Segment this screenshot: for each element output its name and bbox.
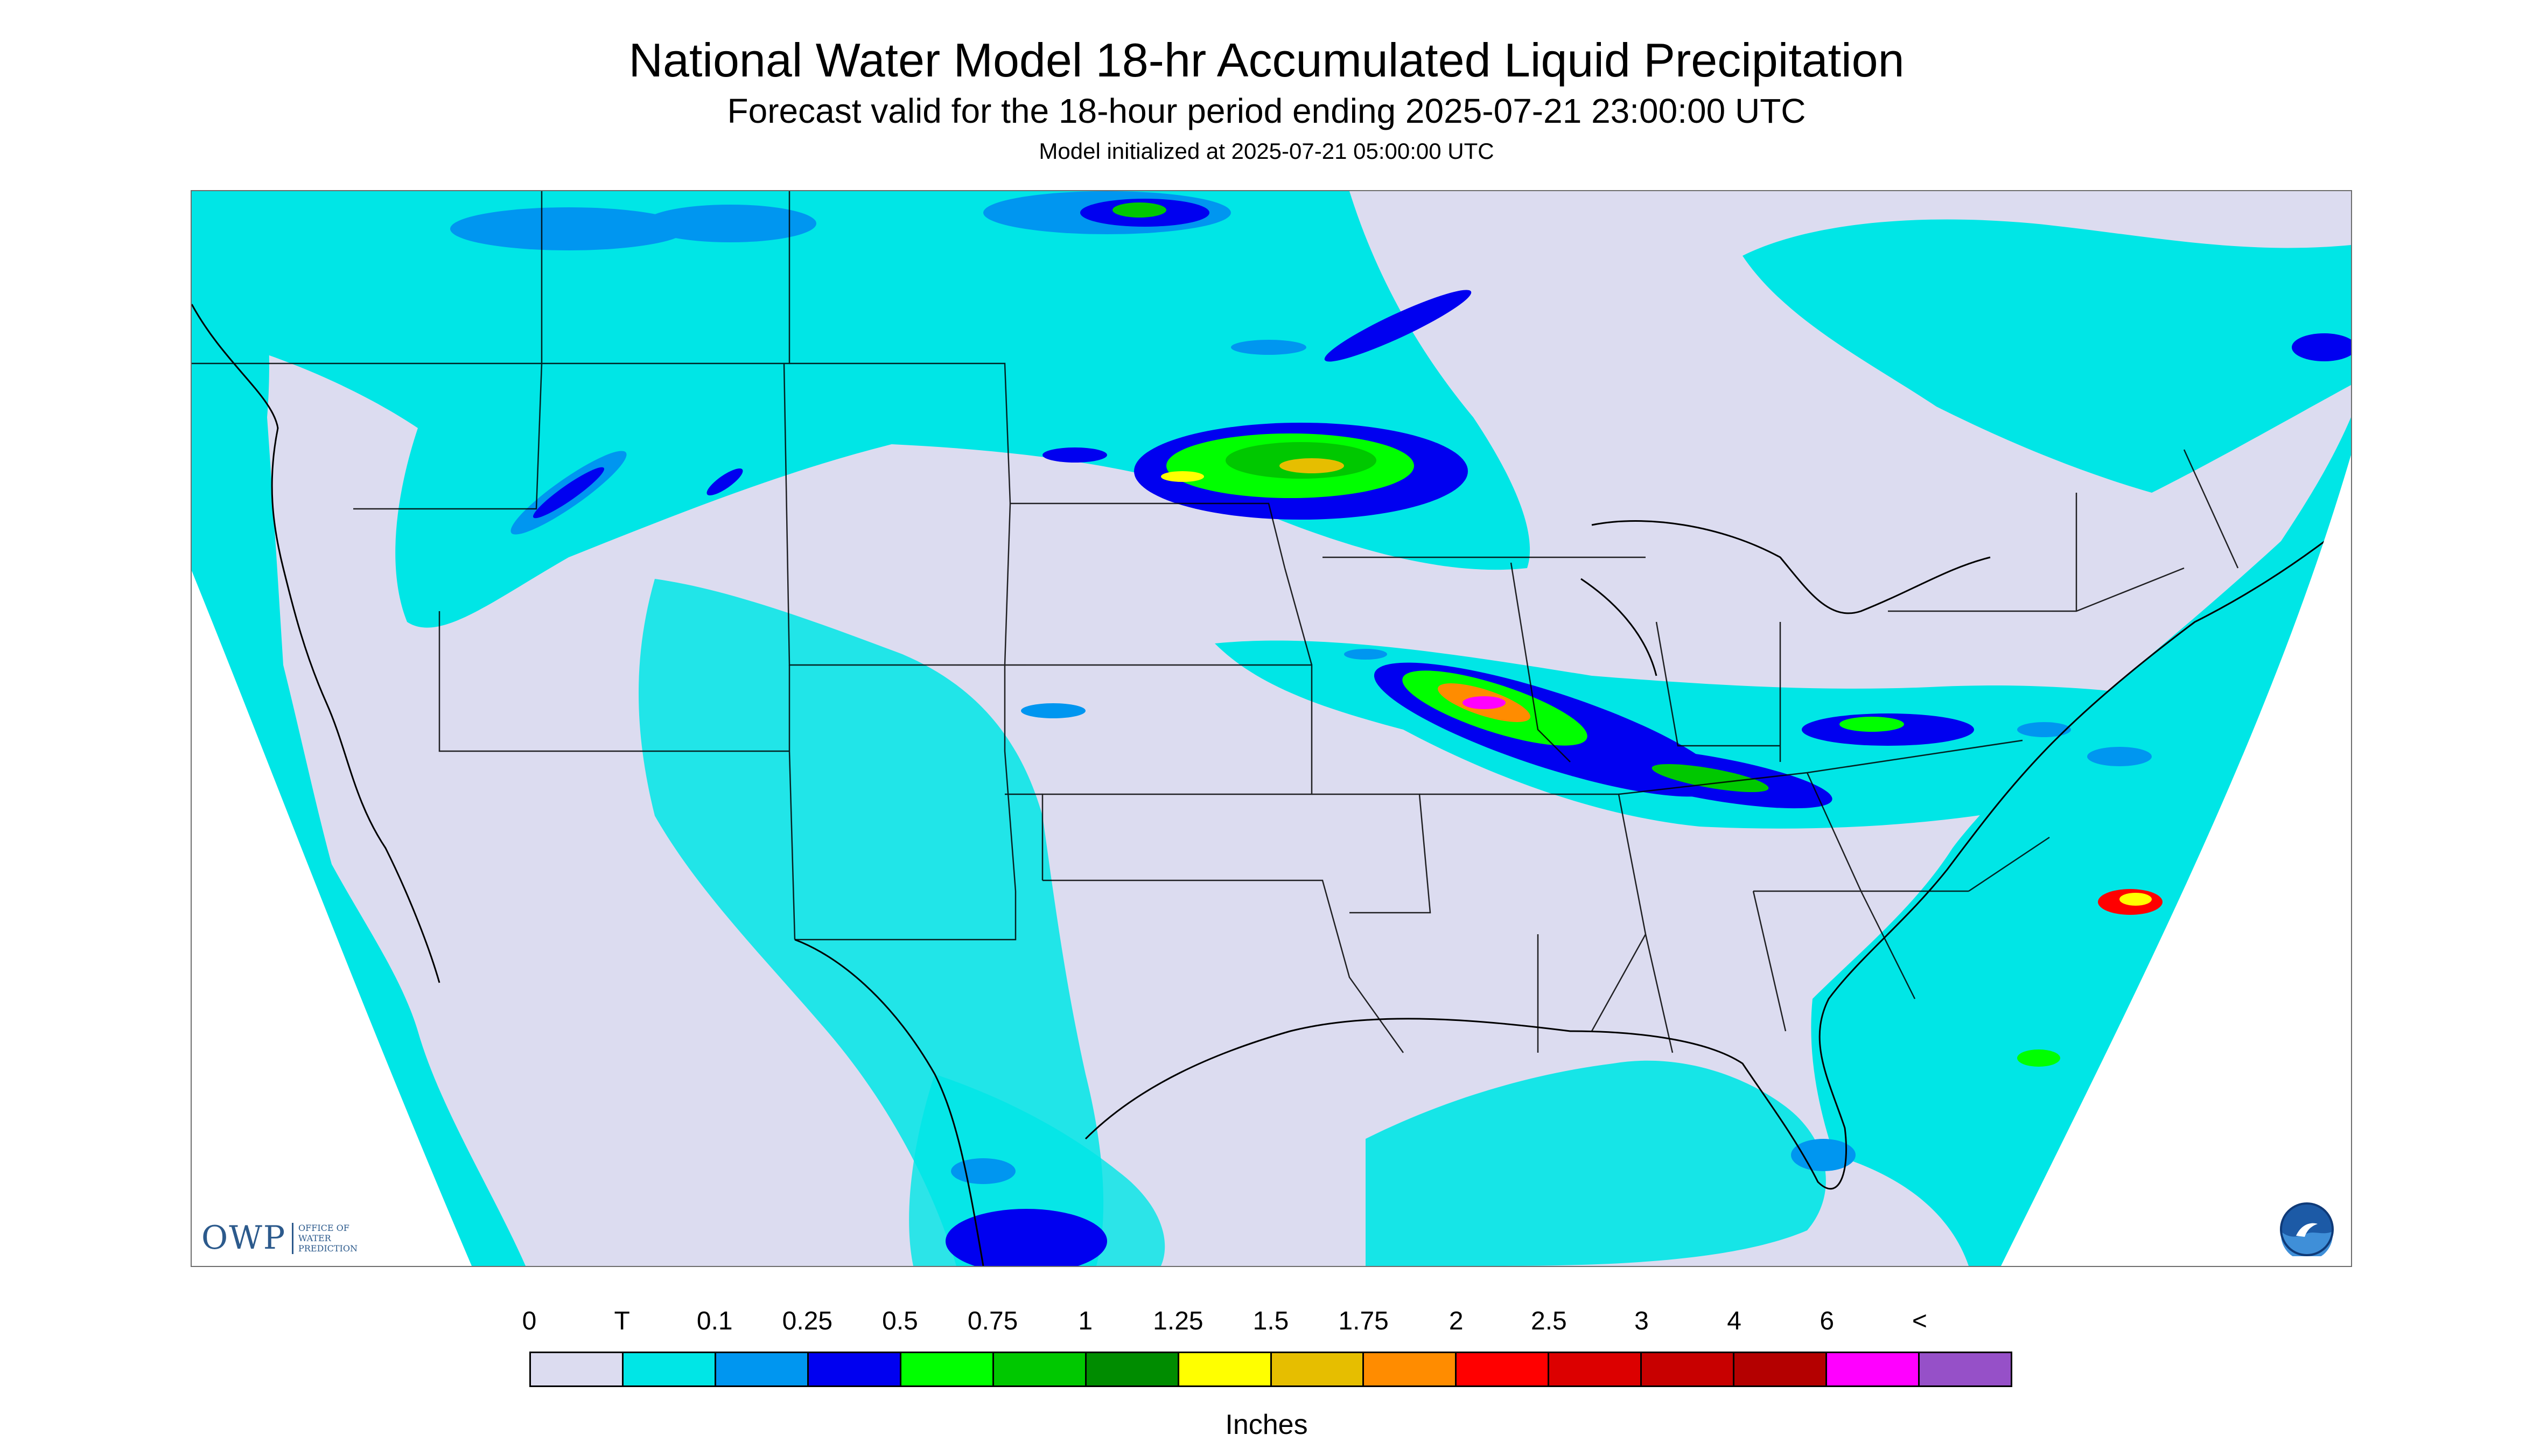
legend-swatch [1734, 1353, 1828, 1385]
legend-tick-label: 0 [522, 1307, 537, 1335]
precipitation-map: OWP Office of Water Prediction [191, 190, 2352, 1267]
canada-east-trace [1743, 219, 2351, 493]
legend-tick-label: < [1912, 1307, 1927, 1335]
legend-swatch [993, 1353, 1087, 1385]
ohio-valley-heavy-band [1374, 662, 2163, 1067]
legend-tick-label: 2 [1449, 1307, 1464, 1335]
legend-tick-labels: 0 T 0.1 0.25 0.5 0.75 1 1.25 1.5 1.75 2 2.5 3 4 6 < [0, 1305, 2533, 1343]
map-subtitle: Forecast valid for the 18-hour period en… [727, 92, 1806, 130]
owp-logo-text: Office of Water Prediction [298, 1223, 358, 1254]
precipitation-map-canvas [192, 191, 2351, 1266]
legend-swatch [1271, 1353, 1365, 1385]
state-boundaries [192, 191, 2239, 1053]
map-title: National Water Model 18-hr Accumulated L… [628, 33, 1905, 87]
legend-tick-label: 0.1 [696, 1307, 733, 1335]
northern-plains-heavy-area [1134, 423, 1468, 520]
legend-tick-label: 3 [1634, 1307, 1649, 1335]
legend-swatch [1086, 1353, 1179, 1385]
owp-logo-mark: OWP [201, 1219, 286, 1257]
legend-units: Inches [1225, 1409, 1308, 1440]
legend-tick-label: 6 [1820, 1307, 1835, 1335]
legend-tick-label: T [614, 1307, 630, 1335]
legend-tick-label: 1.25 [1153, 1307, 1203, 1335]
legend-swatch [623, 1353, 716, 1385]
legend-tick-label: 0.5 [882, 1307, 918, 1335]
owp-logo: OWP Office of Water Prediction [201, 1220, 374, 1257]
gulf-trace-area [1366, 1060, 1826, 1266]
color-legend-bar [529, 1352, 2012, 1387]
legend-swatch [1549, 1353, 1642, 1385]
owp-logo-divider [292, 1223, 293, 1254]
noaa-logo-icon [2280, 1202, 2334, 1256]
legend-swatch [808, 1353, 901, 1385]
legend-tick-label: 0.25 [782, 1307, 833, 1335]
legend-swatch [1364, 1353, 1457, 1385]
legend-tick-label: 1.75 [1338, 1307, 1389, 1335]
legend-tick-label: 4 [1727, 1307, 1741, 1335]
legend-swatch [716, 1353, 809, 1385]
model-init-time: Model initialized at 2025-07-21 05:00:00… [1039, 138, 1494, 164]
legend-swatch [1457, 1353, 1550, 1385]
legend-tick-label: 1 [1078, 1307, 1093, 1335]
legend-tick-label: 2.5 [1531, 1307, 1567, 1335]
legend-swatch [1827, 1353, 1920, 1385]
legend-swatch [1642, 1353, 1735, 1385]
coastlines [192, 304, 2346, 1266]
legend-tick-label: 0.75 [967, 1307, 1018, 1335]
legend-swatch [1179, 1353, 1272, 1385]
legend-tick-label: 1.5 [1252, 1307, 1289, 1335]
legend-swatch [901, 1353, 994, 1385]
legend-swatch [531, 1353, 624, 1385]
legend-swatch [1920, 1353, 2011, 1385]
